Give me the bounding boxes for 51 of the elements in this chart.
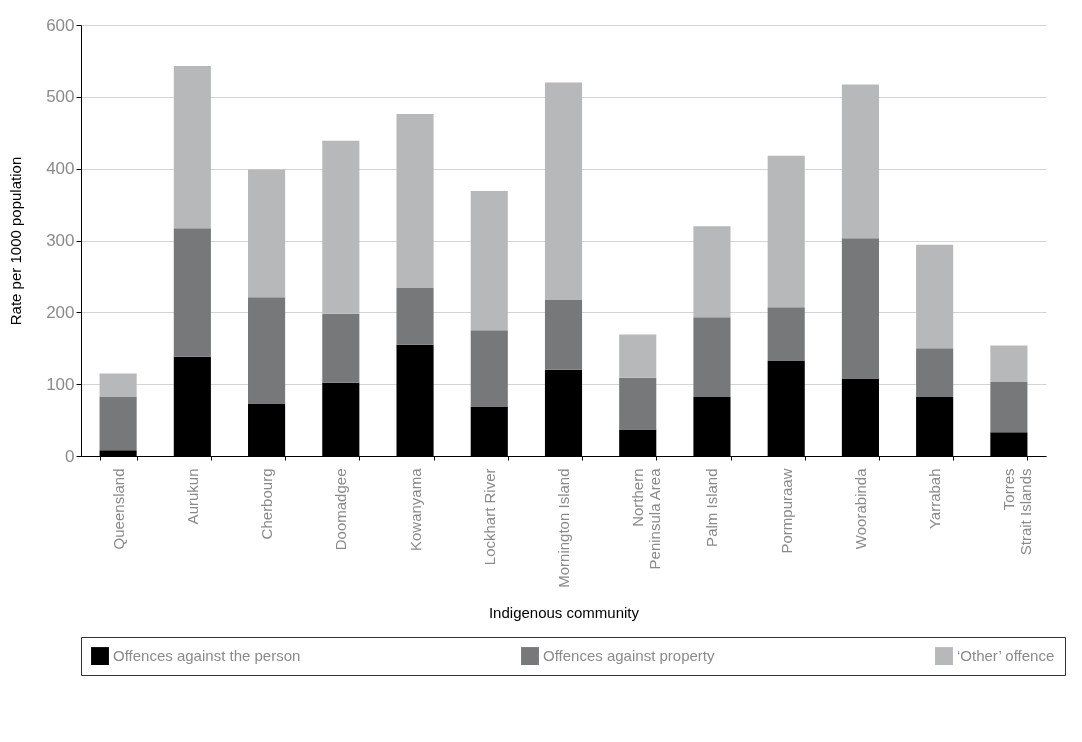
legend-label: Offences against property <box>543 647 715 665</box>
bar <box>916 244 954 349</box>
bar <box>619 377 657 430</box>
bar <box>990 382 1028 433</box>
x-tick-label: Lockhart River <box>480 468 498 566</box>
y-tick-label: 400 <box>46 159 75 179</box>
bar <box>619 334 657 378</box>
bar <box>693 226 731 318</box>
bar <box>173 228 211 357</box>
y-tick-label: 0 <box>65 446 75 466</box>
bar <box>767 155 805 308</box>
bar <box>248 297 286 404</box>
x-tick-label: Yarrabah <box>926 468 944 530</box>
x-tick-label: Torres Strait Islands <box>1000 468 1035 556</box>
bar <box>841 84 879 239</box>
legend-label: ‘Other’ offence <box>957 647 1055 665</box>
bar <box>99 373 137 397</box>
y-axis-title: Rate per 1000 population <box>7 156 25 326</box>
y-tick-label: 500 <box>46 87 75 107</box>
y-tick-label: 300 <box>46 231 75 250</box>
x-tick-label: Palm Island <box>703 468 721 547</box>
bar <box>990 345 1028 383</box>
x-tick-label: Aurukun <box>183 468 201 525</box>
x-tick-label: Cherbourg <box>258 468 276 540</box>
y-tick-label: 100 <box>46 374 75 394</box>
x-tick-label: Queensland <box>109 468 127 550</box>
bar <box>693 317 731 398</box>
x-tick-label: Woorabinda <box>851 467 869 550</box>
bar <box>544 300 583 370</box>
bar <box>916 348 954 398</box>
bar <box>470 330 508 407</box>
bar <box>99 396 137 451</box>
x-tick-label: Mornington Island <box>555 468 572 588</box>
y-tick-label: 600 <box>46 15 75 35</box>
bar <box>396 114 434 288</box>
x-axis-title: Indigenous community <box>488 603 640 621</box>
x-tick-label: Pormpuraaw <box>777 468 795 554</box>
bar <box>767 307 805 361</box>
bar <box>173 65 211 229</box>
bar <box>544 82 583 301</box>
bar <box>470 190 508 331</box>
bar <box>322 313 360 383</box>
bar <box>322 140 360 314</box>
y-tick-label: 200 <box>46 302 75 322</box>
x-tick-label: Kowanyama <box>406 467 424 552</box>
bar <box>396 287 434 345</box>
bar <box>248 169 286 298</box>
bar <box>841 238 879 379</box>
x-tick-label: Doomadgee <box>332 468 350 551</box>
x-tick-label: Northern Peninsula Area <box>629 467 664 570</box>
legend-label: Offences against the person <box>113 647 301 665</box>
